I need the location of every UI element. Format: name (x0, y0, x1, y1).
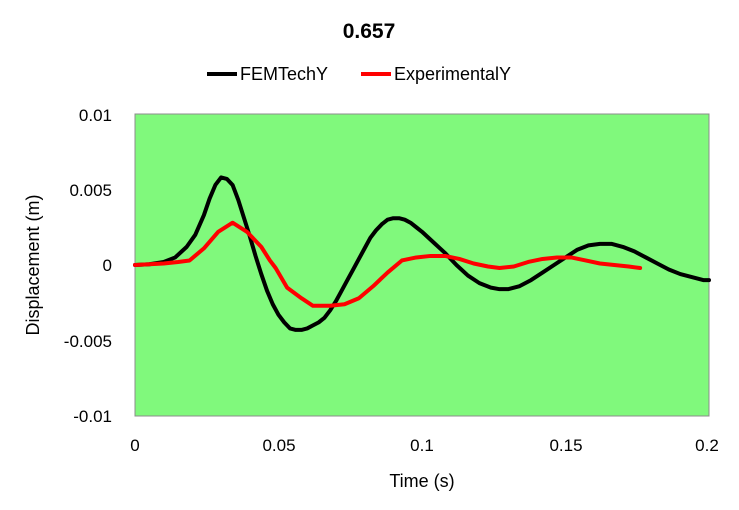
x-tick-label: 0.1 (410, 436, 434, 455)
x-tick-label: 0.2 (695, 436, 719, 455)
legend: FEMTechY ExperimentalY (207, 64, 511, 84)
x-axis-label: Time (s) (389, 471, 454, 491)
x-tick-label: 0 (130, 436, 139, 455)
y-tick-label: -0.01 (73, 407, 112, 426)
y-tick-label: 0 (103, 256, 112, 275)
x-tick-label: 0.15 (549, 436, 582, 455)
series-layer (133, 175, 711, 332)
y-axis-label: Displacement (m) (23, 194, 43, 335)
series-line-femtechy (133, 175, 711, 332)
y-tick-label: 0.01 (79, 106, 112, 125)
y-axis-ticks: 0.01 0.005 0 -0.005 -0.01 (64, 106, 112, 426)
x-axis-ticks: 0 0.05 0.1 0.15 0.2 (130, 436, 719, 455)
y-tick-label: 0.005 (69, 181, 112, 200)
y-tick-label: -0.005 (64, 332, 112, 351)
legend-label-experimentaly: ExperimentalY (394, 64, 511, 84)
chart-title: 0.657 (343, 20, 396, 43)
legend-label-femtechy: FEMTechY (240, 64, 328, 84)
x-tick-label: 0.05 (262, 436, 295, 455)
series-line-experimentaly (133, 220, 643, 308)
